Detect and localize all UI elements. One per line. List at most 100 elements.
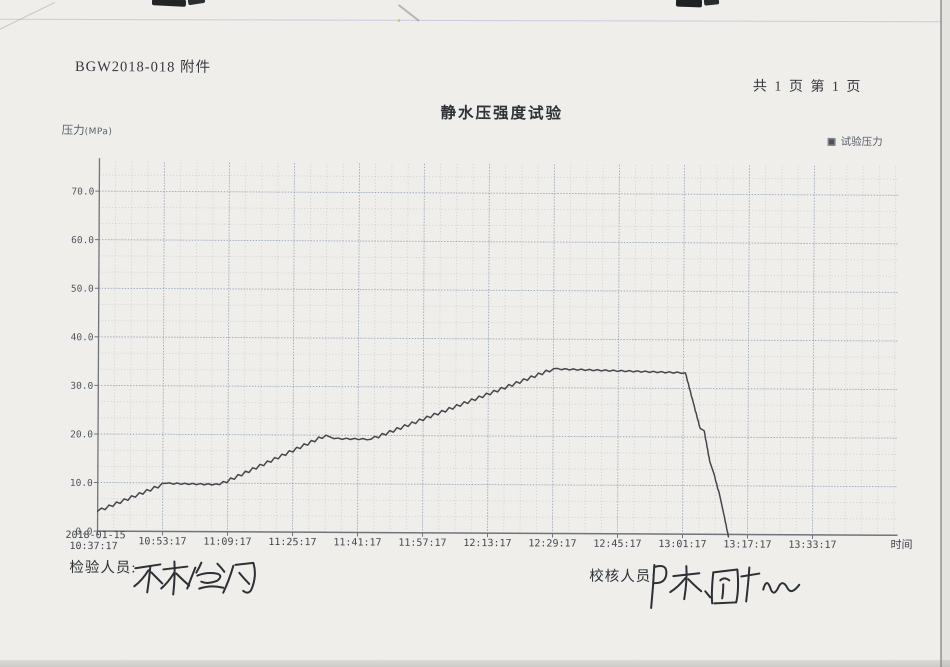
grid-minor-v	[828, 165, 832, 535]
x-tick-label: 13:17:17	[723, 539, 771, 550]
grid-minor-h	[99, 239, 900, 245]
grid-minor-h	[97, 482, 898, 488]
grid-minor-v	[210, 162, 214, 532]
y-axis-line	[96, 158, 101, 532]
grid-minor-v	[308, 163, 312, 533]
grid-minor-h	[97, 465, 898, 471]
grid-minor-v	[145, 162, 149, 532]
grid-major-v	[357, 163, 360, 533]
grid-minor-v	[438, 163, 442, 533]
scan-artifact-bottom-shadow	[0, 660, 950, 667]
x-axis-title: 时间	[890, 538, 912, 551]
grid-minor-h	[98, 255, 899, 261]
grid-minor-v	[113, 162, 117, 532]
grid-minor-v	[275, 163, 279, 533]
y-tick-label: 30.0	[70, 381, 93, 392]
grid-minor-h	[98, 384, 899, 390]
grid-minor-h	[98, 433, 899, 439]
grid-minor-v	[714, 165, 718, 535]
y-tick-label: 20.0	[70, 429, 93, 440]
grid-minor-v	[665, 165, 669, 535]
grid-major-h	[99, 190, 900, 196]
grid-minor-h	[98, 368, 899, 374]
grid-minor-v	[194, 162, 198, 532]
grid-minor-v	[470, 164, 474, 534]
grid-minor-v	[649, 164, 653, 534]
pressure-curve	[96, 367, 730, 538]
grid-minor-v	[243, 162, 247, 532]
inspector-signature	[133, 560, 256, 596]
grid-minor-v	[324, 163, 328, 533]
x-tick-label: 11:09:17	[203, 537, 251, 548]
grid-minor-h	[98, 287, 899, 293]
grid-major-v	[812, 165, 815, 535]
grid-minor-v	[178, 162, 182, 532]
x-tick-label: 12:13:17	[463, 538, 511, 549]
grid-minor-v	[763, 165, 767, 535]
grid-minor-v	[389, 163, 393, 533]
x-axis-date-label: 2018-01-15	[65, 530, 125, 541]
x-tick-label: 11:57:17	[398, 538, 446, 549]
x-tick-label: 12:29:17	[528, 538, 576, 549]
grid-minor-h	[98, 336, 899, 342]
grid-minor-v	[259, 162, 263, 532]
grid-minor-v	[730, 165, 734, 535]
grid-minor-v	[129, 162, 133, 532]
grid-minor-v	[600, 164, 604, 534]
grid-major-v	[227, 162, 230, 532]
grid-minor-v	[454, 163, 458, 533]
grid-major-v	[552, 164, 555, 534]
pressure-chart: 0.0 10.0 20.0 30.0 40.0 50.0 60.0 70.0 10:37:172…	[65, 158, 913, 552]
x-tick-label: 13:01:17	[658, 539, 706, 550]
grid-minor-v	[633, 164, 637, 534]
x-axis-line	[97, 530, 898, 537]
grid-minor-v	[795, 165, 799, 535]
grid-minor-h	[99, 223, 900, 229]
y-axis-title-text: 压力	[61, 122, 85, 138]
grid-minor-v	[405, 163, 409, 533]
grid-major-v	[162, 162, 165, 532]
grid-minor-h	[97, 498, 898, 504]
grid-minor-v	[535, 164, 539, 534]
grid-minor-h	[99, 206, 900, 212]
grid-minor-h	[98, 304, 899, 310]
document-number: BGW2018-018 附件	[74, 58, 212, 76]
y-tick-label: 10.0	[70, 478, 93, 489]
y-axis-title: 压力(MPa)	[62, 122, 113, 138]
chart-title: 静水压强度试验	[440, 104, 564, 123]
grid-minor-h	[98, 401, 899, 407]
grid-minor-h	[99, 174, 900, 180]
x-tick-label: 10:53:17	[138, 536, 186, 547]
grid-minor-h	[97, 514, 898, 520]
grid-minor-v	[519, 164, 523, 534]
grid-minor-h	[98, 417, 899, 423]
grid-minor-h	[99, 190, 900, 196]
y-tick-label: 70.0	[71, 186, 94, 197]
scan-artifact-speck	[398, 19, 400, 22]
y-tick-label: 0.0	[75, 526, 92, 537]
grid-minor-v	[584, 164, 588, 534]
checker-signature	[650, 564, 801, 609]
x-tick-label: 11:25:17	[268, 537, 316, 548]
grid-minor-v	[844, 166, 848, 536]
grid-major-v	[487, 164, 490, 534]
grid-minor-v	[568, 164, 572, 534]
x-tick-label: 11:41:17	[333, 537, 381, 548]
page-count-label: 共 1 页 第 1 页	[752, 79, 863, 96]
grid-minor-h	[97, 449, 898, 455]
grid-minor-v	[860, 166, 864, 536]
grid-minor-v	[893, 166, 897, 536]
grid-minor-h	[98, 320, 899, 326]
x-tick-label: 12:45:17	[593, 539, 641, 550]
grid-minor-v	[503, 164, 507, 534]
grid-minor-v	[779, 165, 783, 535]
scan-artifact-right-margin	[941, 0, 950, 667]
grid-minor-h	[98, 271, 899, 277]
grid-major-v	[422, 163, 425, 533]
grid-major-v	[292, 163, 295, 533]
grid-major-v	[747, 165, 750, 535]
grid-minor-v	[877, 166, 880, 536]
grid-major-v	[682, 165, 685, 535]
